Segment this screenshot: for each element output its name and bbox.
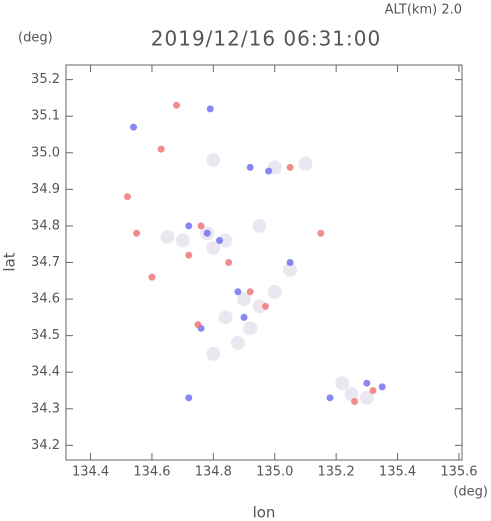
echo-point [157,145,165,153]
echo-point [246,163,254,171]
y-unit: (deg) [18,31,53,46]
x-axis-label: lon [253,504,276,521]
echo-point [298,156,313,171]
altitude-label: ALT(km) 2.0 [385,3,462,18]
echo-point [173,101,181,109]
echo-point [218,233,233,248]
chart-title: 2019/12/16 06:31:00 [151,27,381,51]
echo-point [369,387,377,395]
echo-point [230,335,245,350]
echo-point [359,390,374,405]
x-tick-label: 135.0 [256,465,293,480]
echo-point [351,397,359,405]
y-axis-label: lat [1,252,19,271]
y-tick-label: 35.1 [31,109,60,124]
echo-point [252,299,267,314]
echo-point [240,313,248,321]
echo-point [194,321,202,329]
echo-point [335,376,350,391]
echo-point [378,383,386,391]
echo-point [123,193,131,201]
y-tick-label: 35.2 [31,72,60,87]
echo-point [218,310,233,325]
echo-point [262,302,270,310]
echo-point [185,222,193,230]
y-tick-label: 34.3 [31,401,60,416]
x-tick-label: 134.4 [72,465,109,480]
echo-point [237,292,252,307]
echo-point [267,284,282,299]
echo-point [283,262,298,277]
echo-point [203,229,211,237]
echo-point [317,229,325,237]
x-tick-label: 134.8 [195,465,232,480]
x-unit: (deg) [453,485,488,500]
echo-point [160,229,175,244]
y-tick-label: 34.4 [31,365,60,380]
y-tick-label: 35.0 [31,145,60,160]
y-tick-label: 34.7 [31,255,60,270]
y-tick-label: 34.8 [31,218,60,233]
echo-point [206,153,221,168]
echo-point [197,222,205,230]
echo-point [130,123,138,131]
y-tick-label: 34.5 [31,328,60,343]
y-tick-label: 34.6 [31,292,60,307]
echo-point [148,273,156,281]
echo-point [234,288,242,296]
x-tick-label: 135.4 [379,465,416,480]
echo-point [175,233,190,248]
echo-point [206,105,214,113]
echo-point [286,259,294,266]
echo-point [344,387,359,402]
echo-point [265,167,273,175]
echo-point [243,321,258,336]
echo-point [286,163,294,171]
echo-point [252,218,267,233]
echo-point [215,237,223,245]
echo-point [246,288,254,296]
echo-point [225,259,233,266]
echo-point [363,379,371,387]
y-tick-label: 34.2 [31,438,60,453]
echo-point [133,229,141,237]
y-tick-label: 34.9 [31,182,60,197]
echo-point [206,346,221,361]
echo-point [185,394,193,402]
echo-point [206,240,221,255]
x-tick-label: 135.2 [318,465,355,480]
x-tick-label: 135.6 [440,465,477,480]
echo-point [185,251,193,259]
echo-point [326,394,334,402]
x-tick-label: 134.6 [133,465,170,480]
plot-frame [65,64,463,461]
